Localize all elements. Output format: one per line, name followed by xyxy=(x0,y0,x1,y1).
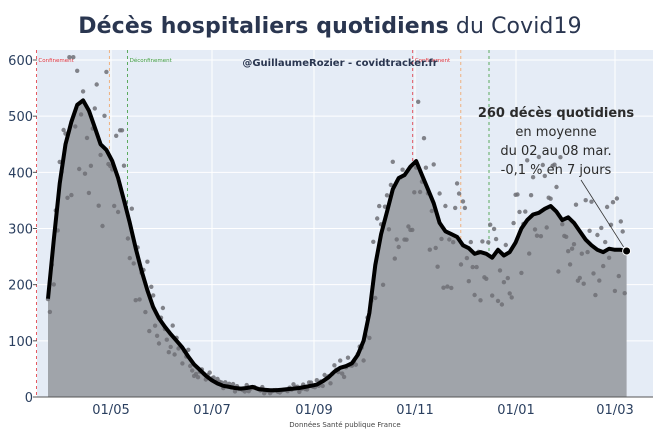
y-tick-label: 600 xyxy=(8,54,33,69)
x-tick-label: 01/01 xyxy=(497,403,534,418)
x-tick-label: 01/11 xyxy=(396,403,433,418)
x-axis: 01/05 01/07 01/09 01/11 01/01 01/03 xyxy=(92,403,633,418)
x-tick-label: 01/05 xyxy=(92,403,129,418)
y-axis: 0 100 200 300 400 500 600 xyxy=(8,54,37,406)
y-tick-label: 400 xyxy=(8,166,33,181)
moving-average-line xyxy=(46,98,628,393)
y-tick-label: 200 xyxy=(8,279,33,294)
annotation-line4: -0,1 % en 7 jours xyxy=(501,163,612,178)
last-value-marker xyxy=(622,246,632,256)
x-tick-label: 01/09 xyxy=(295,403,332,418)
event-label: Confinement xyxy=(38,58,74,64)
y-tick-label: 100 xyxy=(8,335,33,350)
annotation-line2: en moyenne xyxy=(515,125,596,140)
x-tick-label: 01/03 xyxy=(596,403,633,418)
annotation-line3: du 02 au 08 mar. xyxy=(500,144,611,159)
source-text: Données Santé publique France xyxy=(289,421,400,429)
annotation-line1: 260 décès quotidiens xyxy=(478,106,635,121)
event-label: Confinement xyxy=(415,58,451,64)
annotation-arrow xyxy=(580,179,624,248)
x-tick-label: 01/07 xyxy=(193,403,230,418)
y-tick-label: 500 xyxy=(8,110,33,125)
event-label: Déconfinement xyxy=(130,57,173,64)
y-tick-label: 0 xyxy=(25,391,33,406)
area-fill xyxy=(48,100,627,398)
chart-title-light: du Covid19 xyxy=(448,14,582,39)
annotation: 260 décès quotidiens en moyenne du 02 au… xyxy=(478,106,635,178)
chart-title-bold: Décès hospitaliers quotidiens xyxy=(78,14,449,39)
y-tick-label: 300 xyxy=(8,223,33,238)
chart-title: Décès hospitaliers quotidiens du Covid19 xyxy=(0,14,660,39)
credit-text: @GuillaumeRozier - covidtracker.fr xyxy=(242,58,437,69)
